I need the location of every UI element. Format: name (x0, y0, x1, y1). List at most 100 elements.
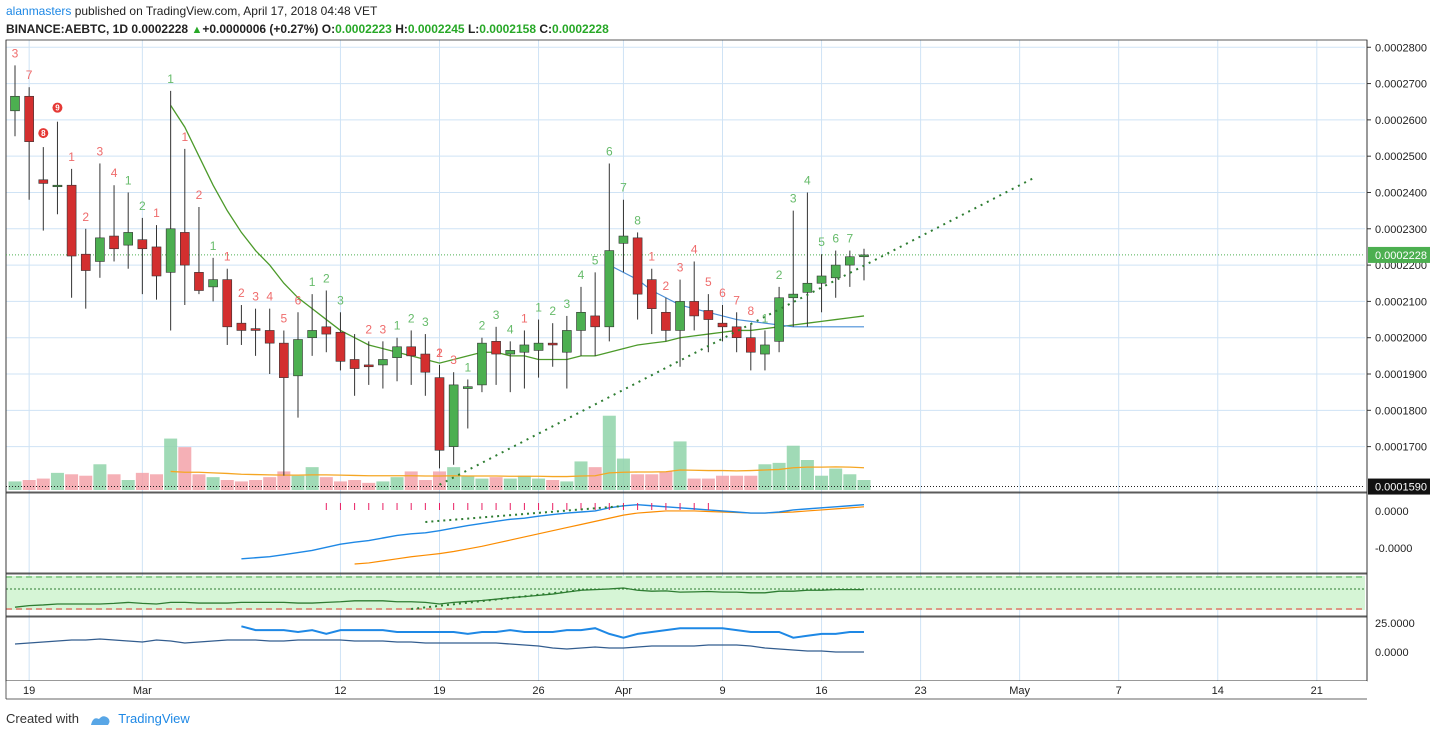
td-badge-label: 8 (41, 129, 46, 138)
candle-body (194, 272, 204, 291)
candle-body (279, 342, 289, 378)
volume-bar (150, 474, 163, 490)
volume-bar (772, 462, 786, 490)
close-label: C: (539, 22, 553, 36)
candle-body (392, 346, 402, 358)
candle-body (293, 339, 303, 377)
volume-bar (404, 471, 418, 490)
last-price-badge-label: 0.0002228 (1375, 250, 1427, 262)
candle-body (236, 322, 247, 331)
candle-body (349, 359, 360, 369)
td-count-label: 1 (153, 206, 160, 220)
volume-bar (50, 472, 64, 490)
volume-bar (588, 467, 602, 490)
published-text: published on TradingView.com, April 17, … (71, 4, 378, 18)
candle-body (321, 326, 332, 335)
candle (774, 286, 784, 353)
td-count-label: 6 (719, 286, 726, 300)
candle-body (137, 239, 148, 250)
td-count-label: 7 (620, 181, 627, 195)
candle (703, 294, 714, 353)
td-count-label: 3 (380, 322, 387, 336)
candle (816, 254, 827, 313)
candle (731, 312, 742, 353)
td-badge-label: 9 (55, 104, 60, 113)
volume-bar (22, 480, 36, 490)
candle-body (477, 342, 487, 386)
time-tick-label: May (1009, 685, 1030, 697)
candle-body (533, 342, 544, 351)
candle-body (717, 322, 728, 328)
volume-bar (263, 477, 277, 490)
macd-tick-label: -0.0000 (1375, 543, 1412, 555)
td-count-label: 1 (125, 173, 132, 187)
volume-bar (461, 475, 475, 490)
rsi-line (14, 587, 864, 608)
candle-body (830, 264, 841, 279)
volume-bar (616, 458, 630, 490)
tradingview-brand[interactable]: TradingView (118, 711, 190, 726)
td-count-label: 3 (450, 353, 457, 367)
volume-bar (192, 474, 206, 490)
volume-bar (291, 475, 305, 490)
td-count-label: 4 (578, 268, 585, 282)
volume-bar (362, 482, 376, 490)
candle-body (38, 179, 49, 184)
time-tick-label: Apr (615, 685, 632, 697)
candle-body (576, 311, 586, 331)
td-count-label: 2 (323, 272, 330, 286)
td-count-label: 4 (507, 322, 514, 336)
candle (321, 290, 332, 353)
td-count-label: 3 (493, 308, 500, 322)
candle-body (462, 386, 473, 389)
candle-body (264, 330, 275, 344)
time-tick-label: 23 (914, 685, 926, 697)
candle (109, 185, 119, 262)
volume-bar (390, 477, 404, 490)
candle-body (689, 301, 700, 317)
candle (406, 330, 417, 385)
td-count-label: 2 (408, 311, 415, 325)
author-link[interactable]: alanmasters (6, 4, 72, 18)
candle-body (123, 232, 133, 246)
candle-body (760, 344, 770, 355)
td-count-label: 7 (733, 293, 740, 307)
stoch-tick-label: 0.0000 (1375, 647, 1409, 659)
price-tick-label: 0.0002700 (1375, 79, 1427, 91)
time-tick-label: 9 (719, 685, 725, 697)
candle-body (703, 310, 714, 320)
candle-body (519, 344, 530, 353)
volume-bar (93, 464, 107, 490)
candle-body (434, 377, 445, 451)
candle-body (151, 246, 162, 277)
macd-signal-line (354, 506, 865, 565)
candle (590, 272, 600, 356)
candle-body (661, 311, 671, 331)
td-count-label: 4 (266, 290, 273, 304)
candle-body (95, 237, 105, 262)
candle (52, 121, 63, 215)
td-count-label: 1 (762, 311, 769, 325)
price-panel-frame (5, 39, 1368, 493)
candle (562, 315, 572, 389)
td-count-label: 2 (139, 199, 146, 213)
td-count-label: 2 (436, 346, 443, 360)
td-count-label: 4 (691, 242, 698, 256)
macd-tick-label: 0.0000 (1375, 506, 1409, 518)
time-tick-label: 12 (334, 685, 346, 697)
candle-body (505, 350, 516, 355)
candle-body (378, 359, 388, 366)
adx-line (14, 638, 864, 653)
candle-body (180, 232, 190, 266)
volume-bar (560, 481, 574, 490)
candle-body (250, 328, 261, 331)
td-count-label: 4 (111, 166, 118, 180)
price-tick-label: 0.0002300 (1375, 224, 1427, 236)
ref-price-badge (1368, 478, 1430, 495)
td-count-label: 2 (549, 304, 556, 318)
candle-body (604, 250, 615, 328)
candle-body (731, 326, 742, 339)
candle (38, 147, 49, 231)
